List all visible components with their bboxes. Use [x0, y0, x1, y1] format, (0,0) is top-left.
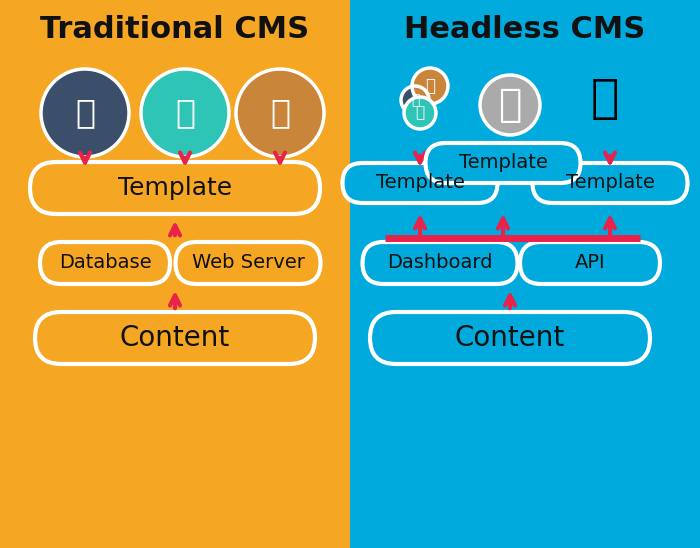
Text: Web Server: Web Server: [192, 254, 304, 272]
Circle shape: [480, 75, 540, 135]
Text: Content: Content: [455, 324, 565, 352]
FancyBboxPatch shape: [35, 312, 315, 364]
FancyBboxPatch shape: [30, 162, 320, 214]
Text: 🖥: 🖥: [411, 93, 419, 107]
FancyBboxPatch shape: [533, 163, 687, 203]
FancyBboxPatch shape: [342, 163, 498, 203]
Text: 🎧: 🎧: [591, 77, 620, 123]
Text: Traditional CMS: Traditional CMS: [41, 15, 309, 44]
Text: 📱: 📱: [425, 77, 435, 95]
FancyBboxPatch shape: [363, 242, 517, 284]
FancyBboxPatch shape: [370, 312, 650, 364]
Text: 📱: 📱: [175, 96, 195, 129]
FancyBboxPatch shape: [350, 0, 700, 548]
Text: API: API: [575, 254, 606, 272]
Text: Dashboard: Dashboard: [387, 254, 493, 272]
FancyBboxPatch shape: [40, 242, 170, 284]
FancyBboxPatch shape: [426, 143, 580, 183]
Text: Headless CMS: Headless CMS: [405, 15, 645, 44]
Circle shape: [236, 69, 324, 157]
Text: Template: Template: [566, 174, 654, 192]
Circle shape: [401, 86, 429, 114]
FancyBboxPatch shape: [176, 242, 321, 284]
Circle shape: [404, 97, 436, 129]
Circle shape: [141, 69, 229, 157]
FancyBboxPatch shape: [0, 0, 350, 548]
Text: 📱: 📱: [270, 96, 290, 129]
Text: Content: Content: [120, 324, 230, 352]
Text: Template: Template: [118, 176, 232, 200]
Text: ⌚: ⌚: [498, 86, 522, 124]
Text: 🖥: 🖥: [75, 96, 95, 129]
Circle shape: [41, 69, 129, 157]
FancyBboxPatch shape: [520, 242, 660, 284]
Circle shape: [412, 68, 448, 104]
Text: Template: Template: [458, 153, 547, 173]
Text: 📱: 📱: [415, 106, 425, 121]
Text: Template: Template: [376, 174, 464, 192]
Text: Database: Database: [59, 254, 151, 272]
